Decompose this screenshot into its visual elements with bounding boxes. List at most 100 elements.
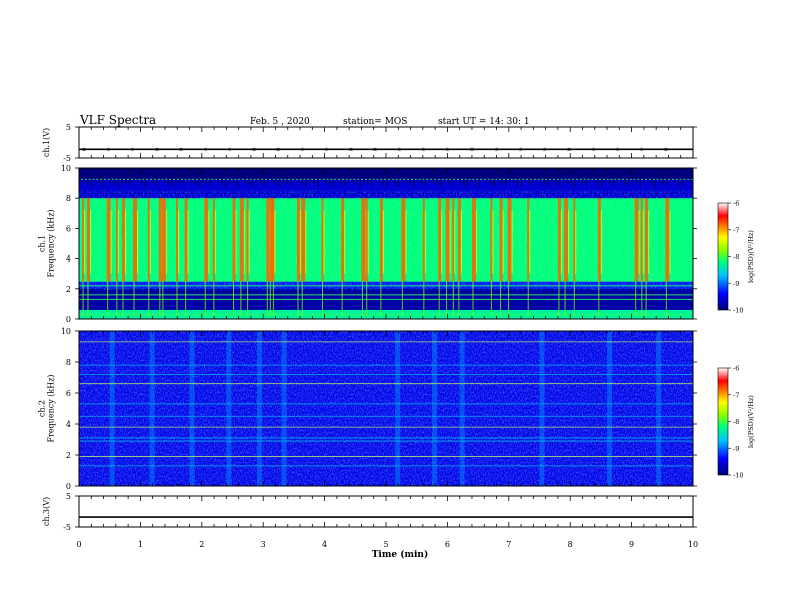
ch2-spectrogram-panel: 0 2 4 6 8 10 ch.2 Frequency (kHz) <box>38 327 697 491</box>
x-tick-label: 6 <box>445 540 450 549</box>
ch1-top-spike <box>374 178 377 181</box>
ch1-burst-edge <box>124 210 126 274</box>
date-label: Feb. 5 , 2020 <box>250 117 310 127</box>
ch1-top-spike <box>347 178 350 181</box>
ch1-burst-column <box>184 198 188 282</box>
ch1-top-spike <box>144 178 147 187</box>
ch1-burst-column <box>204 198 209 282</box>
ch1-burst-edge <box>187 210 189 274</box>
ch1-top-spike <box>478 178 481 186</box>
ch2_spectrogram-ylabel: Frequency (kHz) <box>47 374 56 442</box>
ch1-top-spike <box>159 178 162 181</box>
ch1-burst-column <box>296 198 300 282</box>
ch1-top-spike <box>105 178 108 181</box>
ch1-top-spike <box>324 178 327 183</box>
ch1-burst-column <box>106 198 111 282</box>
ch1-burst-edge <box>492 210 494 274</box>
ch1-top-spike <box>182 178 185 186</box>
ch1-top-spike <box>616 178 619 181</box>
ch1-top-spike <box>662 178 665 184</box>
ch3-voltage-panel: 5 -5 ch.3(V) <box>42 492 697 532</box>
x-tick-label: 8 <box>568 540 573 549</box>
ch1-top-spike <box>270 178 273 183</box>
ch1_spectrogram-ylabel: ch.1 <box>38 235 47 252</box>
ch1-colorbar-tick-label: -9 <box>733 280 739 288</box>
ch1-top-spike <box>362 178 365 182</box>
ch1-top-spike <box>627 178 630 187</box>
ch1-burst-edge <box>243 210 245 274</box>
ch1-top-spike <box>554 178 557 184</box>
ch1-burst-column <box>634 198 639 282</box>
ch1-burst-column <box>422 198 425 282</box>
ch1-top-spike <box>171 178 174 187</box>
ch1-burst-edge <box>642 210 644 274</box>
ch1-burst-edge <box>405 210 407 274</box>
ch1-burst-edge <box>529 210 531 274</box>
ch1-colorbar-label: log(PSD)(V²/Hz) <box>747 230 755 283</box>
ch1-spectrogram-panel: 0 2 4 6 8 10 ch.1 Frequency (kHz) <box>38 164 697 324</box>
ch1-burst-edge <box>648 210 650 274</box>
ch1-top-spike <box>163 178 166 183</box>
ch1-burst-edge <box>441 210 443 274</box>
ch1-top-spike <box>389 178 392 182</box>
ch1-top-spike <box>255 178 258 182</box>
ch1-top-spike <box>309 178 312 182</box>
ch2-faint-column <box>656 331 662 486</box>
ch1-band-cell <box>79 168 693 179</box>
ch2-faint-column <box>281 331 287 486</box>
ch1-burst-edge <box>669 210 671 274</box>
ch1-burst-column <box>301 198 306 282</box>
ch2-faint-column <box>459 331 465 486</box>
ch1-top-spike <box>570 178 573 185</box>
ch1-top-spike <box>639 178 642 186</box>
ch1-burst-column <box>176 198 179 282</box>
ch1-burst-column <box>445 198 450 282</box>
station-label: station= MOS <box>343 117 407 127</box>
ch1-burst-column <box>457 198 461 282</box>
x-tick-label: 7 <box>506 540 511 549</box>
ch1-burst-column <box>133 198 138 282</box>
ch1-top-spike <box>240 178 243 181</box>
ch1-top-spike <box>274 178 277 185</box>
ch1-burst-column <box>401 198 406 282</box>
ch2-faint-column <box>257 331 263 486</box>
ch1-top-spike <box>102 178 105 186</box>
ch2_spectrogram-ytick-label: 0 <box>66 482 71 491</box>
x-tick-label: 5 <box>383 540 388 549</box>
ch1-top-spike <box>520 178 523 187</box>
ch2-colorbar: -6 -7 -8 -9 -10 log(PSD)(V²/Hz) <box>717 365 755 480</box>
ch1-top-spike <box>424 178 427 186</box>
ch1-top-spike <box>305 178 308 187</box>
ch1-burst-column <box>564 198 569 282</box>
ch1-top-spike <box>370 178 373 186</box>
ch1-top-spike <box>98 178 101 184</box>
ch1-spectrogram-noise-layer <box>79 190 693 290</box>
ch1_spectrogram-ytick-label: 0 <box>66 315 71 324</box>
ch1-burst-column <box>597 198 601 282</box>
ch1-top-spike <box>620 178 623 183</box>
ch2-faint-column <box>607 331 613 486</box>
ch1-burst-column <box>665 198 670 282</box>
ch2-colorbar-gradient <box>717 367 729 476</box>
ch1-burst-column <box>266 198 270 282</box>
ch1-top-spike <box>677 178 680 185</box>
ch1-top-spike <box>466 178 469 187</box>
ch1-top-spike <box>631 178 634 182</box>
ch1-top-spike <box>263 178 266 186</box>
ch1-top-spike <box>378 178 381 183</box>
ch1-burst-edge <box>449 210 451 274</box>
ch1-top-spike <box>600 178 603 187</box>
ch1-burst-column <box>239 198 244 282</box>
ch1-top-spike <box>382 178 385 185</box>
ch1-top-spike <box>140 178 143 185</box>
ch1-top-spike <box>336 178 339 182</box>
x-tick-label: 2 <box>199 540 204 549</box>
ch1-top-spike <box>623 178 626 185</box>
ch1-top-spike <box>608 178 611 184</box>
ch1-top-spike <box>512 178 515 183</box>
ch1-burst-column <box>232 198 236 282</box>
ch1-top-spike <box>247 178 250 185</box>
ch1-burst-column <box>121 198 125 282</box>
ch1-top-spike <box>650 178 653 185</box>
ch1-top-spike <box>366 178 369 184</box>
